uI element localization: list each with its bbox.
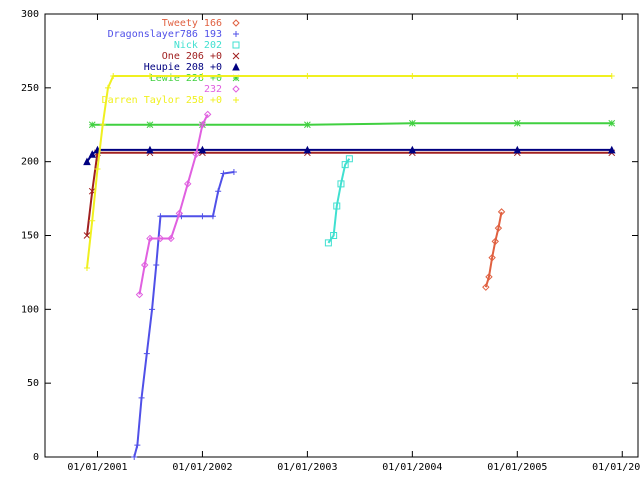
data-point: [131, 454, 138, 460]
legend-marker: [232, 19, 240, 27]
data-point: [198, 121, 207, 129]
y-tick-label: 100: [21, 304, 39, 315]
data-point: [303, 145, 312, 154]
data-point: [88, 150, 97, 158]
data-point: [485, 273, 493, 281]
data-point: [89, 217, 96, 224]
y-tick-label: 50: [27, 378, 39, 389]
data-point: [304, 121, 311, 129]
series-line: [85, 75, 612, 269]
data-point: [497, 208, 506, 216]
x-tick-label: 01/01/2001: [67, 462, 127, 473]
x-tick-label: 01/01/2006: [592, 462, 640, 473]
data-point: [149, 306, 156, 313]
data-point: [157, 213, 164, 220]
legend-label: Nick 202: [174, 40, 222, 51]
legend-label: Lewie 226 +0: [150, 73, 222, 84]
data-point: [83, 157, 91, 166]
data-point: [608, 73, 615, 80]
x-tick-label: 01/01/2003: [277, 462, 337, 473]
data-point: [167, 234, 175, 243]
data-point: [198, 145, 207, 154]
legend-marker: [233, 97, 239, 103]
data-point: [408, 145, 417, 154]
y-tick-label: 150: [21, 231, 39, 242]
y-tick-label: 250: [21, 83, 39, 94]
data-point: [88, 121, 96, 129]
data-point: [337, 180, 345, 188]
series-line: [85, 151, 612, 236]
x-tick-label: 01/01/2005: [487, 462, 547, 473]
data-point: [199, 213, 206, 220]
data-point: [482, 283, 490, 291]
series-line: [133, 171, 235, 458]
data-point: [608, 119, 616, 127]
data-point: [83, 232, 91, 239]
y-tick-label: 0: [33, 452, 39, 463]
legend-marker: [232, 85, 240, 93]
data-point: [494, 224, 503, 232]
data-point: [199, 73, 206, 80]
data-point: [513, 119, 521, 127]
data-point: [110, 73, 117, 80]
legend-label: Darren Taylor 258 +0: [102, 95, 222, 106]
legend-marker: [232, 62, 240, 71]
data-point: [513, 145, 522, 154]
data-point: [304, 73, 311, 80]
legend-marker: [232, 74, 240, 82]
data-point: [607, 145, 616, 154]
data-point: [491, 237, 499, 246]
data-point: [134, 442, 141, 449]
data-point: [153, 262, 160, 269]
legend-label: Dragonslayer786 193: [108, 29, 222, 40]
data-point: [488, 253, 496, 262]
y-tick-label: 200: [21, 157, 39, 168]
data-point: [192, 150, 200, 158]
data-point: [330, 232, 338, 239]
legend-marker: [233, 31, 239, 37]
series-line: [138, 113, 209, 295]
x-tick-label: 01/01/2002: [172, 462, 232, 473]
data-point: [333, 202, 341, 210]
data-point: [175, 209, 184, 218]
data-point: [514, 73, 521, 80]
data-point: [83, 264, 90, 271]
data-point: [94, 166, 101, 173]
data-point: [409, 73, 416, 80]
legend-label: One 206 +0: [162, 51, 222, 62]
series-line: [92, 122, 612, 126]
data-point: [230, 169, 237, 176]
legend-marker: [232, 41, 240, 49]
data-point: [141, 261, 149, 269]
data-point: [215, 188, 222, 195]
series-line: [484, 211, 503, 288]
data-point: [156, 234, 165, 243]
data-point: [324, 239, 332, 247]
data-point: [146, 121, 154, 129]
plot-frame: [44, 13, 639, 458]
data-point: [135, 290, 144, 299]
data-point: [408, 119, 416, 127]
legend-label: Heupie 208 +0: [144, 62, 222, 73]
data-point: [209, 213, 216, 220]
data-point: [146, 73, 153, 80]
data-point: [138, 394, 145, 401]
data-point: [104, 84, 111, 91]
x-tick-label: 01/01/2004: [382, 462, 442, 473]
data-point: [143, 350, 150, 357]
y-tick-label: 300: [21, 9, 39, 20]
data-point: [99, 121, 106, 128]
data-point: [345, 155, 353, 163]
legend-label: Tweety 166: [162, 18, 222, 29]
data-point: [146, 234, 154, 243]
data-point: [184, 180, 192, 188]
legend-label: 232: [204, 84, 222, 95]
data-point: [146, 145, 154, 154]
data-point: [203, 110, 212, 119]
legend-marker: [232, 52, 240, 60]
series-line: [327, 158, 351, 244]
data-point: [220, 170, 227, 177]
